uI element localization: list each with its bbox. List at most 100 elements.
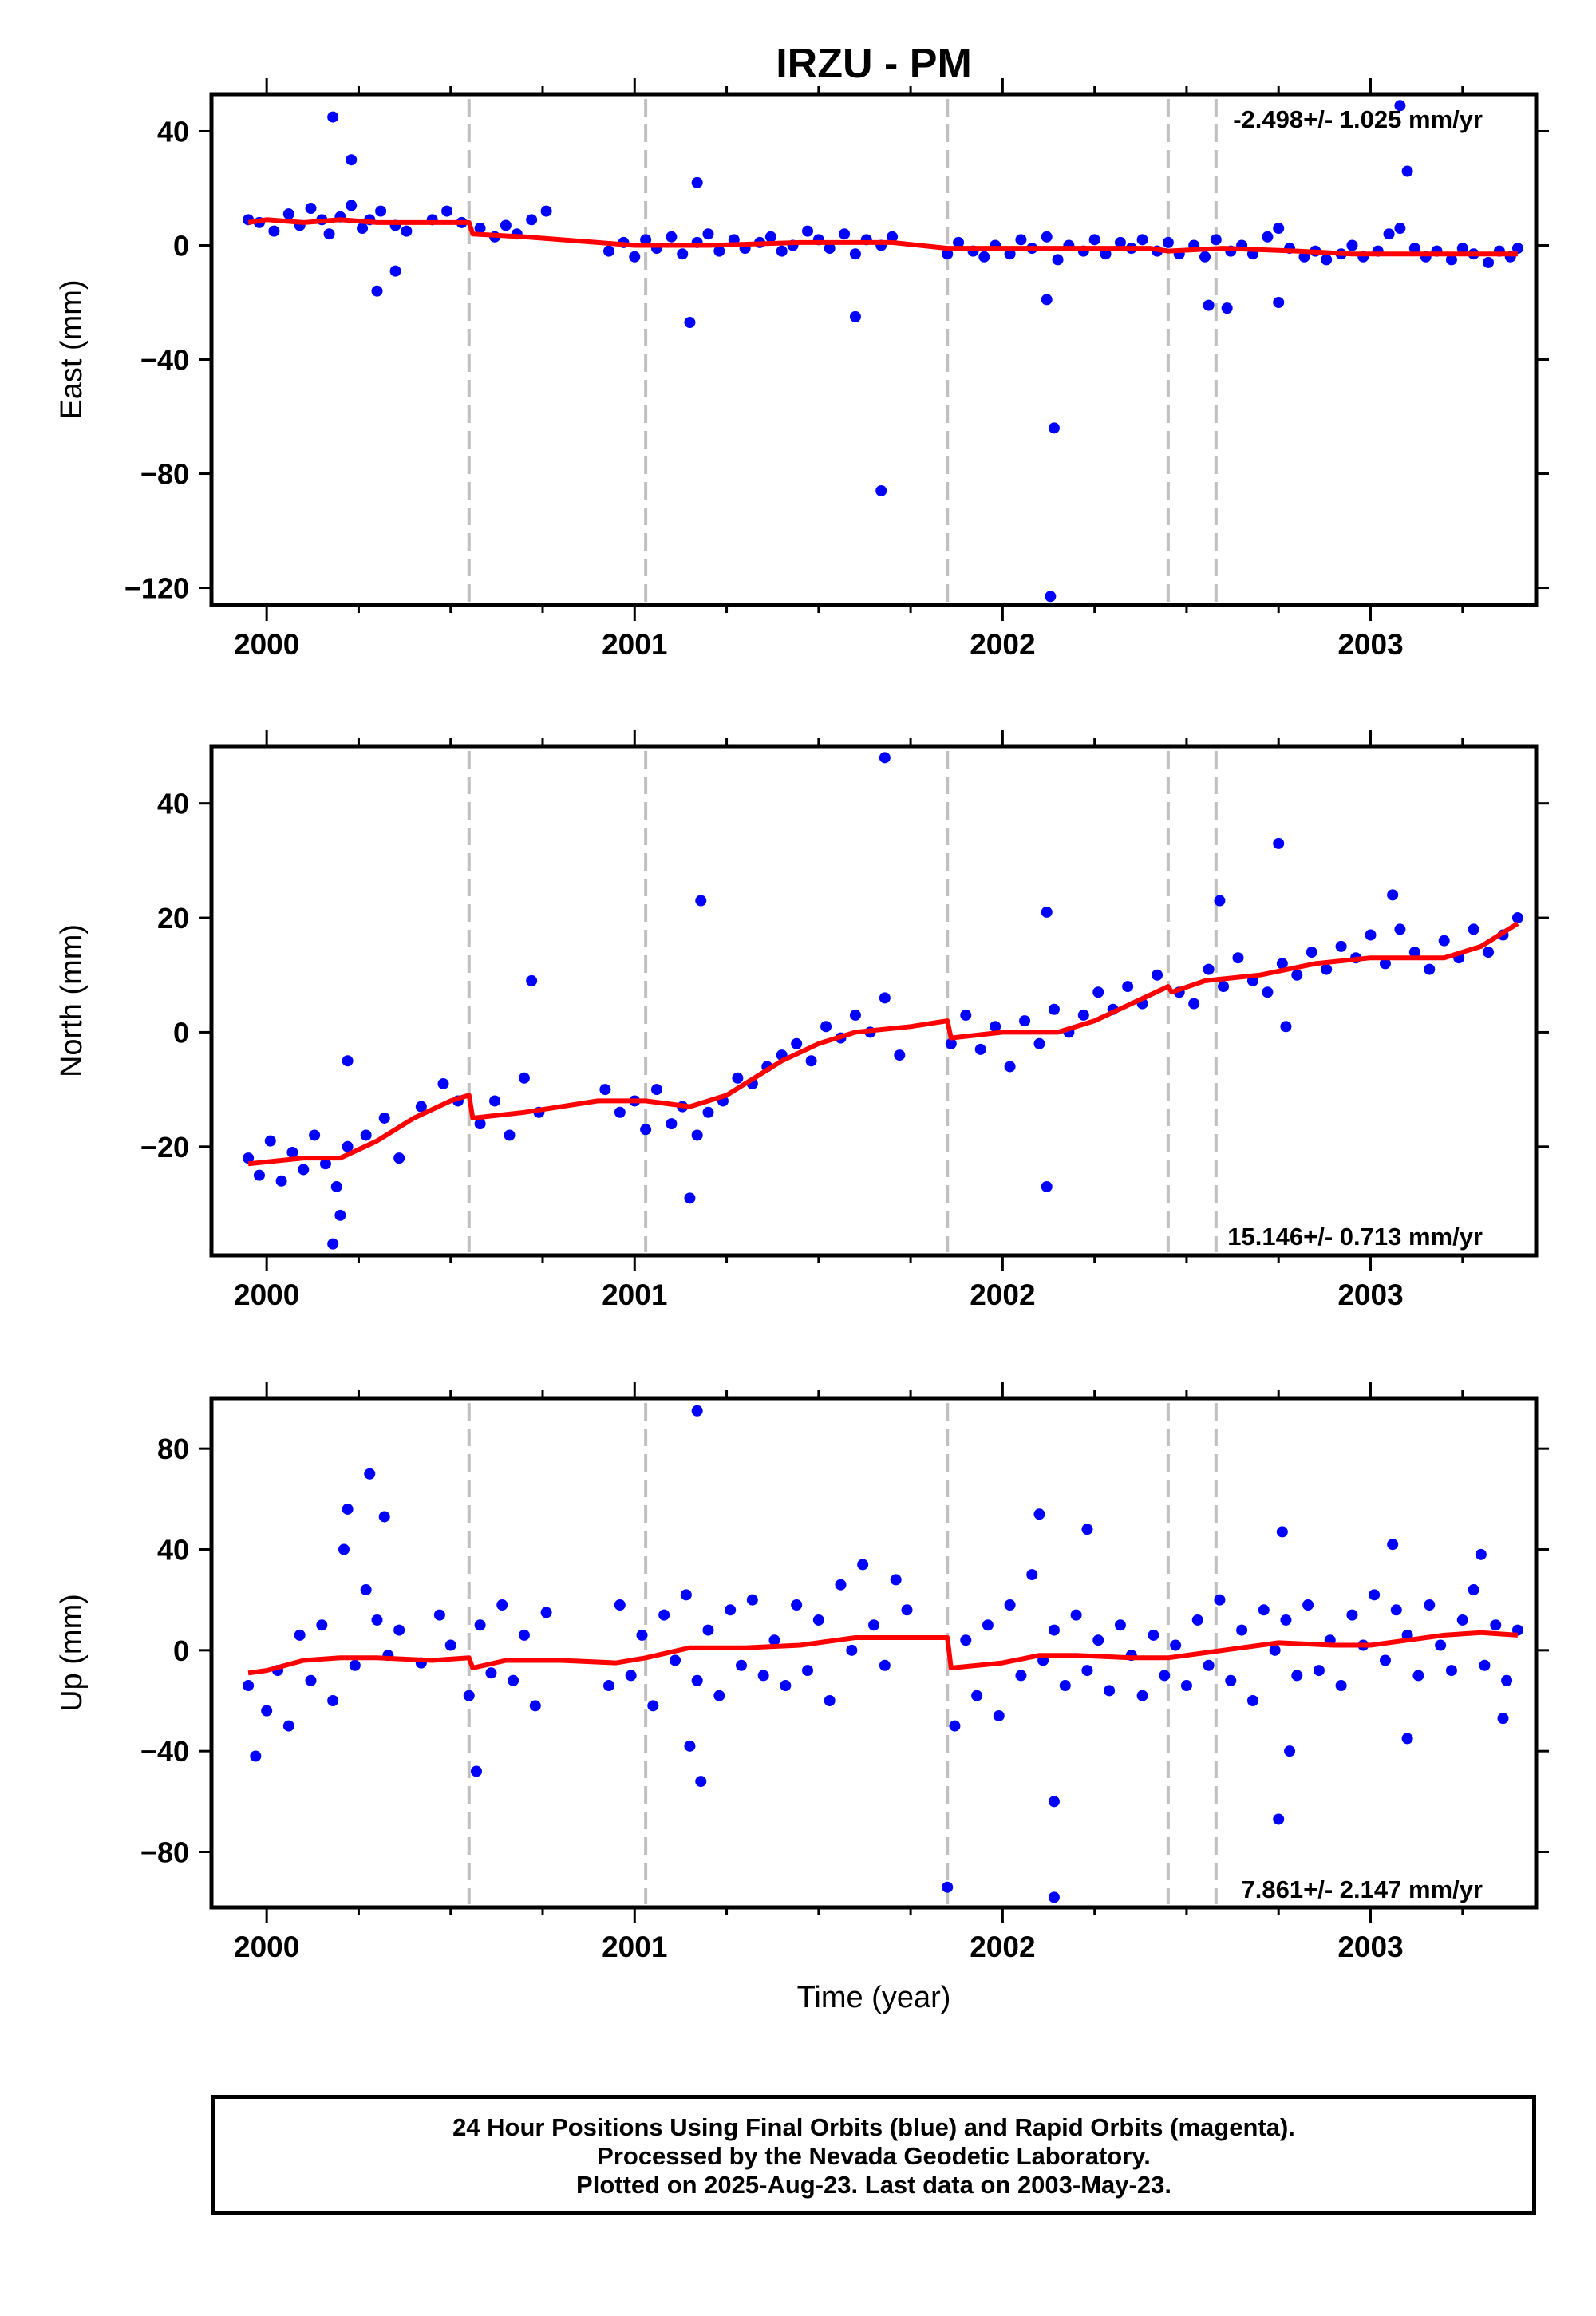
data-point — [757, 1670, 769, 1682]
data-point — [378, 1511, 390, 1523]
data-point — [1456, 243, 1468, 255]
data-point — [1092, 1634, 1104, 1646]
data-point — [253, 1169, 265, 1181]
data-point — [890, 1574, 902, 1586]
data-point — [1390, 1604, 1402, 1616]
data-point — [1497, 1713, 1509, 1725]
x-axis-label: Time (year) — [797, 1981, 951, 2014]
data-point — [1077, 1009, 1089, 1021]
data-point — [1501, 1674, 1513, 1686]
data-point — [713, 1690, 725, 1701]
x-tick-label: 2003 — [1337, 1279, 1403, 1311]
data-point — [802, 1665, 813, 1677]
data-point — [338, 1543, 350, 1555]
data-point — [1004, 1599, 1016, 1611]
data-point — [393, 1152, 405, 1164]
data-point — [1045, 591, 1057, 603]
data-point — [1162, 236, 1174, 248]
data-point — [1273, 1813, 1285, 1825]
y-tick-label: 40 — [157, 788, 189, 820]
data-point — [1104, 1685, 1116, 1697]
data-point — [732, 1072, 744, 1084]
data-point — [1298, 251, 1310, 263]
x-tick-label: 2001 — [602, 628, 667, 661]
y-tick-label: −80 — [140, 458, 189, 491]
data-point — [736, 1659, 747, 1671]
data-point — [691, 176, 703, 188]
data-point — [1041, 231, 1053, 243]
data-point — [1511, 912, 1523, 924]
data-point — [666, 1118, 678, 1130]
data-point — [812, 1614, 824, 1626]
data-point — [1203, 1659, 1215, 1671]
data-point — [327, 111, 339, 123]
data-point — [529, 1700, 541, 1712]
data-point — [1412, 1670, 1424, 1682]
data-point — [1214, 895, 1226, 907]
data-point — [978, 251, 990, 263]
data-point — [540, 1607, 552, 1618]
data-point — [1041, 906, 1053, 918]
data-point — [713, 245, 725, 257]
data-point — [1048, 1624, 1060, 1636]
data-point — [1246, 1695, 1258, 1707]
data-point — [496, 1599, 508, 1611]
rate-annotation: 7.861+/- 2.147 mm/yr — [1242, 1875, 1483, 1903]
data-point — [1456, 1614, 1468, 1626]
data-point — [650, 1084, 662, 1096]
data-point — [1475, 1548, 1487, 1560]
rate-annotation: -2.498+/- 1.025 mm/yr — [1233, 105, 1483, 133]
data-point — [691, 1405, 703, 1417]
data-point — [1152, 969, 1163, 981]
data-point — [1438, 935, 1450, 947]
data-point — [437, 1077, 449, 1089]
data-point — [342, 1055, 354, 1067]
data-point — [1276, 958, 1288, 970]
y-tick-label: 0 — [173, 1634, 189, 1667]
data-point — [1041, 1180, 1053, 1192]
data-point — [791, 1037, 803, 1049]
data-point — [444, 1639, 456, 1651]
data-point — [1321, 963, 1333, 975]
data-point — [1394, 923, 1406, 935]
data-point — [1280, 1021, 1292, 1033]
data-point — [695, 895, 707, 907]
data-point — [879, 1659, 891, 1671]
data-point — [1335, 940, 1347, 952]
data-point — [1383, 228, 1395, 240]
data-point — [1483, 947, 1495, 958]
data-point — [695, 1776, 707, 1788]
data-point — [433, 1609, 445, 1621]
data-point — [680, 1589, 692, 1601]
data-point — [776, 245, 788, 257]
data-point — [1302, 1599, 1314, 1611]
data-point — [441, 205, 453, 217]
panel-2: 80 40 0 −40 −80 2000 2001 2002 2003 Up (mm) 7.861+… — [55, 1382, 1549, 1963]
data-point — [1203, 963, 1215, 975]
data-point — [1269, 1644, 1281, 1656]
data-point — [504, 1129, 516, 1141]
y-axis-label: North (mm) — [55, 924, 89, 1077]
data-point — [879, 992, 891, 1004]
data-point — [868, 1619, 879, 1631]
model-line — [247, 921, 1519, 1167]
data-point — [298, 1164, 310, 1176]
data-point — [1387, 889, 1399, 901]
data-point — [327, 1695, 339, 1707]
data-point — [1048, 1003, 1060, 1015]
data-point — [901, 1604, 913, 1616]
y-tick-label: −40 — [140, 1735, 189, 1768]
data-point — [1188, 998, 1200, 1010]
data-point — [1070, 1609, 1082, 1621]
data-point — [1136, 234, 1148, 246]
data-point — [1445, 1665, 1457, 1677]
data-point — [599, 1084, 611, 1096]
data-point — [746, 1594, 758, 1606]
data-point — [540, 205, 552, 217]
data-point — [489, 1095, 501, 1107]
data-point — [1191, 1614, 1203, 1626]
data-point — [526, 214, 538, 226]
data-point — [1236, 1624, 1248, 1636]
data-point — [849, 310, 861, 322]
